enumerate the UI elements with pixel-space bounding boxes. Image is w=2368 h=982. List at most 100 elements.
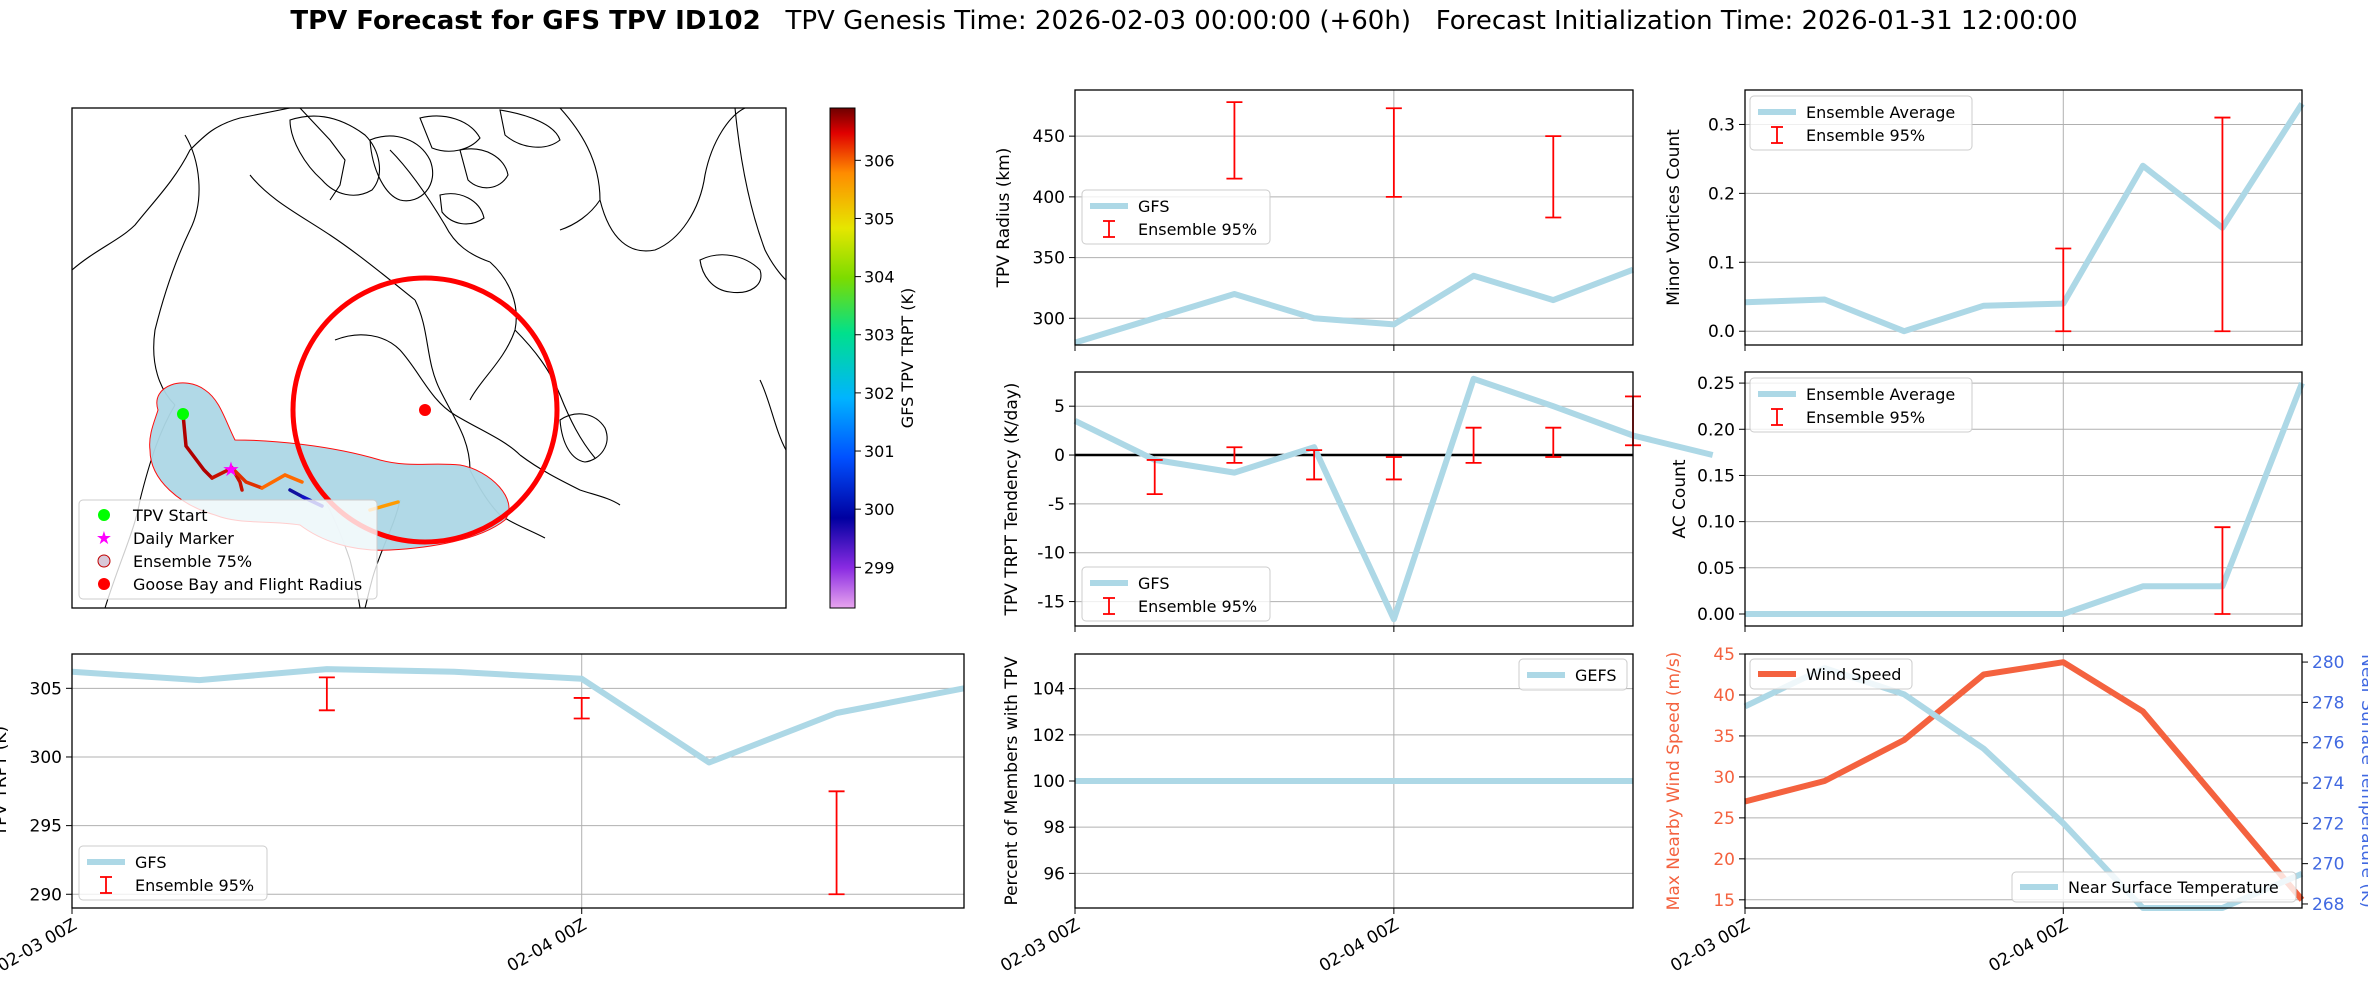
wind-ytick-right-label: 280 [2312,653,2344,673]
minor-ytick-label: 0.2 [1708,184,1735,204]
legend-goose-bay: Goose Bay and Flight Radius [133,575,362,594]
members-ytick-label: 104 [1033,680,1065,700]
legend-ensemble-75: Ensemble 75% [133,552,252,571]
trpt-ytick-label: 305 [30,679,62,699]
minor-ytick-label: 0.3 [1708,115,1735,135]
wind-legend-label-right: Near Surface Temperature [2068,878,2279,897]
radius-legend: GFS Ensemble 95% [1081,189,1271,245]
wind-ytick-right-label: 276 [2312,734,2344,754]
map-coastlines [72,108,786,608]
tendency-errorbar [1465,426,1482,464]
ac-ytick-label: 0.25 [1697,374,1735,394]
tendency-frame [1074,371,1634,627]
tendency-legend-label: Ensemble 95% [1138,597,1257,616]
tendency-legend: GFS Ensemble 95% [1081,566,1271,622]
minor-ytick-label: 0.0 [1708,322,1735,342]
tendency-ytick-label: 0 [1054,446,1065,466]
chart-members-panel: 96 98 100 102 104 02-03 00Z 02-04 00Z Percent o… [997,653,1634,976]
wind-ytick-label: 35 [1713,727,1735,747]
tpv-start-marker [177,408,189,420]
wind-ytick-label: 15 [1713,891,1735,911]
goose-bay-flight-radius [290,275,560,545]
minor-legend-label: Ensemble 95% [1806,126,1925,145]
chart-tendency-panel: -15 -10 -5 0 5 TPV TRPT Tendency (K/day) GFS En… [1002,371,1714,632]
trpt-legend-label: GFS [135,853,166,872]
minor-errorbar [2214,116,2231,333]
radius-ytick-label: 300 [1033,309,1065,329]
colorbar-tick-label: 302 [864,384,895,403]
trpt-xtick-label: 02-03 00Z [0,915,81,976]
members-legend-box [1518,658,1628,691]
members-ytick-label: 102 [1033,726,1065,746]
colorbar-label: GFS TPV TRPT (K) [898,288,917,428]
tendency-ytick-label: 5 [1054,397,1065,417]
tendency-series-gfs [1073,375,1714,623]
figure-title: TPV Forecast for GFS TPV ID102 TPV Genes… [0,6,2368,36]
ac-ytick-label: 0.05 [1697,559,1735,579]
trpt-legend: GFS Ensemble 95% [78,845,268,901]
colorbar-gradient [829,107,856,609]
minor-legend: Ensemble Average Ensemble 95% [1749,95,1973,151]
minor-frame [1744,89,2303,346]
chart-minor-vortices-panel: 0.0 0.1 0.2 0.3 Minor Vortices Count Ensemble… [1664,89,2305,351]
trpt-legend-box [78,845,268,901]
wind-ytick-label: 40 [1713,686,1735,706]
tendency-errorbar [1226,446,1243,464]
members-legend: GEFS [1518,658,1628,691]
members-legend-label: GEFS [1575,666,1617,685]
radius-series-gfs [1074,266,1635,346]
ac-ytick-label: 0.15 [1697,466,1735,486]
trpt-ytick-label: 290 [30,885,62,905]
minor-series-ensemble-average [1744,102,2305,335]
ac-legend-box [1749,377,1973,433]
ac-frame [1744,371,2303,627]
wind-frame [1744,653,2303,909]
chart-ac-count-panel: 0.00 0.05 0.10 0.15 0.20 0.25 AC Count Ensemble… [1670,371,2305,632]
trpt-series-gfs [71,666,965,766]
track-segment-4 [260,473,304,490]
radius-ytick-label: 450 [1033,127,1065,147]
tendency-legend-box [1081,566,1271,622]
track-segment-1 [181,412,214,480]
minor-ytick-label: 0.1 [1708,253,1735,273]
ac-ylabel: AC Count [1670,459,1690,538]
members-ytick-label: 96 [1043,864,1065,884]
tendency-ytick-label: -5 [1048,495,1065,515]
members-ylabel: Percent of Members with TPV [1002,656,1022,905]
goose-bay-marker [419,404,431,416]
wind-ytick-right-label: 272 [2312,814,2344,834]
ac-series-ensemble-average [1745,382,2305,617]
wind-xtick-label: 02-04 00Z [1985,915,2071,976]
wind-ytick-label: 30 [1713,768,1735,788]
ac-legend-label: Ensemble 95% [1806,408,1925,427]
colorbar-tick-label: 300 [864,500,895,519]
colorbar-tick-label: 304 [864,268,895,287]
radius-legend-label: Ensemble 95% [1138,220,1257,239]
members-frame [1074,653,1634,909]
legend-daily-marker: Daily Marker [133,529,234,548]
wind-ytick-label: 20 [1713,850,1735,870]
chart-radius-panel: 300 350 400 450 TPV Radius (km) GFS Ensemble 9… [994,89,1635,351]
trpt-frame [71,653,965,909]
map-legend-box [78,499,378,600]
wind-plot-bg [1745,654,2302,908]
minor-errorbar [2055,247,2072,333]
ac-ytick-label: 0.20 [1697,420,1735,440]
radius-ytick-label: 350 [1033,249,1065,269]
ac-legend-label: Ensemble Average [1806,385,1955,404]
trpt-legend-label: Ensemble 95% [135,876,254,895]
minor-legend-box [1749,95,1973,151]
tendency-errorbar [1306,449,1323,481]
ac-legend: Ensemble Average Ensemble 95% [1749,377,1973,433]
legend-goose-bay-icon [98,578,110,590]
colorbar-tick-label: 299 [864,558,895,577]
wind-legend-label: Wind Speed [1806,665,1901,684]
tendency-errorbar [1545,426,1562,458]
wind-ytick-right-label: 270 [2312,855,2344,875]
ac-ytick-label: 0.10 [1697,513,1735,533]
trpt-ytick-label: 300 [30,748,62,768]
legend-start-icon [98,509,110,521]
trpt-xtick-label: 02-04 00Z [504,915,590,976]
wind-ytick-label: 45 [1713,645,1735,665]
legend-tpv-start: TPV Start [132,506,208,525]
